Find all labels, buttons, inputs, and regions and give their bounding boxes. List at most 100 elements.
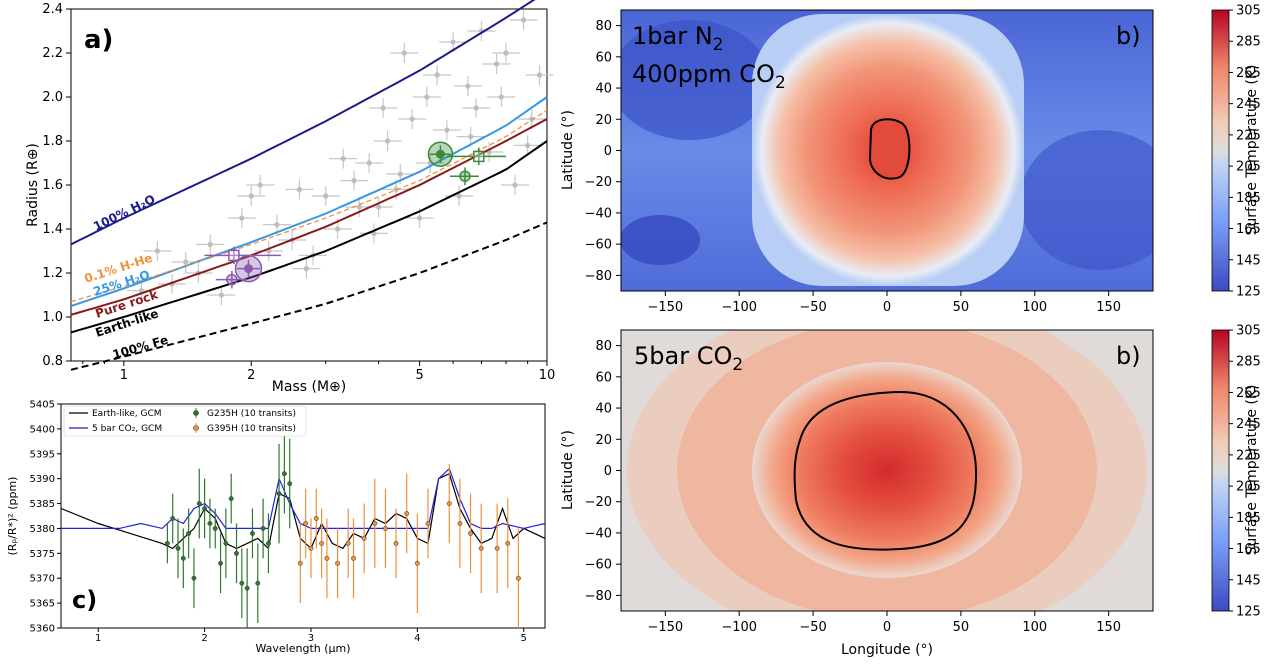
bg-point [274,222,280,228]
cbar-tick-label: 145 [1236,573,1261,588]
spectrum-point [404,511,410,516]
curve-fe [70,221,548,371]
planet-core [435,149,445,159]
spectrum-point [345,540,351,546]
colorbar-2-label: Surface Temperature (K) [1244,384,1260,555]
legend-g235h: G235H (10 transits) [207,409,296,419]
spectrum-point [234,550,239,556]
bg-point [183,259,189,265]
ytick-label: −80 [585,589,612,604]
spectrum-point [239,580,245,586]
spectrum-point [319,540,325,546]
ytick-label: 2.0 [42,90,63,105]
spectrum-point [494,545,500,551]
xtick-label: −150 [647,620,683,635]
spectrum-point [468,530,473,536]
ytick-label: 80 [595,339,612,354]
ytick-label: −60 [585,238,612,253]
habitable-contour-2 [793,390,978,551]
panel-c-xlabel: Wavelength (μm) [255,642,350,655]
spectrum-point [505,540,511,546]
spectrum-point [425,521,431,526]
xtick-label: 2 [201,633,207,644]
habitable-contour [868,118,911,180]
xtick-label: −100 [721,620,757,635]
ytick-label: 5405 [30,400,55,411]
xtick-label: −50 [799,620,826,635]
panel-a-frame [70,8,548,362]
xtick-label: 50 [953,620,970,635]
colorbar-1-ticks: 125 145 165 185 205 225 245 265 285 305 [1229,4,1261,300]
xtick-label: 50 [953,300,970,315]
spectrum-point [361,535,367,541]
bg-point [218,292,224,298]
highlight-planets [204,141,506,289]
ytick-label: 1.0 [42,310,63,325]
ytick-label: 60 [595,50,612,65]
composition-curves [70,0,548,371]
map2-ylabel: Latitude (°) [560,430,576,510]
bg-point [239,215,245,221]
ytick-label: 0 [604,144,612,159]
ytick-label: 5370 [30,574,55,585]
bg-point [409,116,415,122]
map1-panel-label: b) [1116,22,1141,50]
panel-a-label: a) [84,25,113,55]
xtick-label: −100 [721,300,757,315]
spectrum-point [244,585,250,591]
transmission-spectrum-panel: 1 2 3 4 5 5360 5365 5370 5375 5380 5385 5390 5395 540… [6,400,546,655]
cbar-tick-label: 165 [1236,542,1261,557]
bg-point [356,204,362,210]
temperature-map-1bar: −150 −100 −50 0 50 100 150 −80 −60 −40 −20 0 20 40 60 8… [560,4,1261,316]
planet-circle [226,273,238,286]
map2-xlabel: Longitude (°) [841,642,933,658]
spectrum-point [446,501,452,507]
bg-point [512,182,518,188]
ytick-label: 0.8 [42,354,63,369]
spectrum-point [393,540,399,546]
ytick-label: −20 [585,175,612,190]
bg-point [384,138,391,144]
spectrum-line [60,472,546,550]
cbar-tick-label: 125 [1236,605,1261,620]
colorbar-2 [1211,329,1230,612]
spectrum-point [207,521,213,526]
map2-title: 5bar CO2 [634,342,743,375]
bg-point [303,266,309,272]
ytick-label: −40 [585,526,612,541]
cbar-tick-label: 245 [1236,97,1261,112]
panel-b2-ticks: −150 −100 −50 0 50 100 150 −80 −60 −40 −20 0 20 40 60 8… [585,339,1122,635]
planet-square [228,249,240,262]
bg-point [351,178,357,184]
ytick-label: 1.8 [42,134,63,149]
ytick-label: −60 [585,558,612,573]
cbar-tick-label: 245 [1236,417,1261,432]
curve-rock [70,118,548,316]
mass-radius-panel: 1 2 5 10 0.8 1.0 1.2 1.4 1.6 1.8 2.0 2.2 2.4 a) Mass… [25,0,555,395]
cbar-tick-label: 225 [1236,448,1261,463]
spectrum-point [265,540,271,546]
xtick-label: 3 [308,633,314,644]
planet-core [243,264,253,274]
bg-point [434,72,440,78]
panel-a-ticks: 1 2 5 10 0.8 1.0 1.2 1.4 1.6 1.8 2.0 2.2 2.4 [42,2,555,383]
xtick-label: 5 [415,368,423,383]
spectrum-point [324,555,330,561]
bg-point [401,50,407,56]
bg-point [444,127,450,133]
bg-point [525,142,531,148]
spectrum-point [351,555,356,561]
cbar-tick-label: 305 [1236,4,1261,19]
spectrum-point [478,545,484,551]
xtick-label: 1 [95,633,101,644]
cbar-tick-label: 125 [1236,285,1261,300]
spectrum-point [186,530,192,536]
cbar-tick-label: 145 [1236,253,1261,268]
legend-earth-gcm: Earth-like, GCM [92,409,162,419]
spectrum-point [260,525,266,531]
cbar-tick-label: 265 [1236,386,1261,401]
xtick-label: −150 [647,300,683,315]
spectrum-point [414,560,420,566]
curve-h2o25 [70,96,548,307]
bg-point [376,204,382,210]
